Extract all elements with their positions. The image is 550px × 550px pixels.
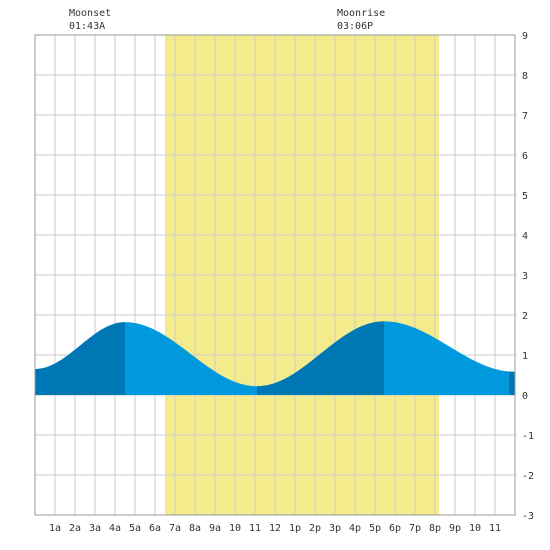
x-tick-label: 10 [229,523,241,534]
moonrise-annotation: Moonrise 03:06P [337,8,385,32]
moonset-label: Moonset [69,8,111,19]
x-tick-label: 1a [49,523,61,534]
x-tick-label: 2a [69,523,81,534]
y-tick-label: -1 [522,431,534,442]
moonset-time: 01:43A [69,21,105,32]
y-tick-label: -2 [522,471,534,482]
x-tick-label: 5p [369,523,381,534]
y-tick-label: 1 [522,351,528,362]
x-tick-labels: 1a 2a 3a 4a 5a 6a 7a 8a 9a 10 11 12 1p 2p 3p 4p 5p 6p 7p 8p… [49,523,501,534]
moonset-annotation: Moonset 01:43A [69,8,111,32]
tide-area-dark-segment [509,371,515,395]
y-tick-label: 9 [522,31,528,42]
moonrise-label: Moonrise [337,8,385,19]
x-tick-label: 2p [309,523,321,534]
y-tick-label: 6 [522,151,528,162]
plot-frame [34,34,516,516]
x-tick-label: 8a [189,523,201,534]
tide-area-dark-segment [257,321,384,395]
x-tick-label: 1p [289,523,301,534]
x-tick-label: 11 [249,523,261,534]
y-tick-label: 5 [522,191,528,202]
moonrise-time: 03:06P [337,21,373,32]
x-tick-label: 11 [489,523,501,534]
y-tick-label: 4 [522,231,528,242]
x-tick-label: 3a [89,523,101,534]
y-tick-labels: -3 -2 -1 0 1 2 3 4 5 6 7 8 9 [522,31,534,522]
x-tick-label: 9a [209,523,221,534]
x-tick-label: 7a [169,523,181,534]
grid-layer [34,34,516,516]
x-tick-label: 7p [409,523,421,534]
x-tick-label: 5a [129,523,141,534]
tide-area-dark-segment [35,322,125,395]
x-tick-label: 3p [329,523,341,534]
x-tick-label: 6p [389,523,401,534]
x-tick-label: 10 [469,523,481,534]
tide-area [35,321,515,395]
x-tick-label: 6a [149,523,161,534]
x-tick-label: 8p [429,523,441,534]
x-tick-label: 4a [109,523,121,534]
y-tick-label: -3 [522,511,534,522]
x-tick-label: 4p [349,523,361,534]
tide-layer [35,321,515,395]
y-tick-label: 0 [522,391,528,402]
y-tick-label: 7 [522,111,528,122]
y-tick-label: 3 [522,271,528,282]
y-tick-label: 8 [522,71,528,82]
x-tick-label: 12 [269,523,281,534]
y-tick-label: 2 [522,311,528,322]
x-tick-label: 9p [449,523,461,534]
